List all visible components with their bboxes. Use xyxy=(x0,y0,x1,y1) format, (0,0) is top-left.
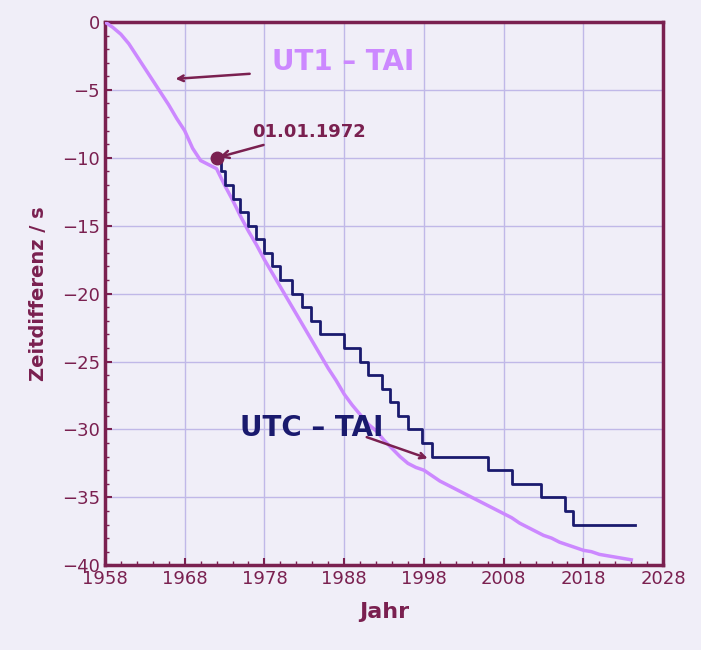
Y-axis label: Zeitdifferenz / s: Zeitdifferenz / s xyxy=(29,206,48,381)
Text: UT1 – TAI: UT1 – TAI xyxy=(273,47,414,75)
Text: 01.01.1972: 01.01.1972 xyxy=(222,124,366,158)
X-axis label: Jahr: Jahr xyxy=(359,602,409,622)
Text: UTC – TAI: UTC – TAI xyxy=(240,414,384,442)
